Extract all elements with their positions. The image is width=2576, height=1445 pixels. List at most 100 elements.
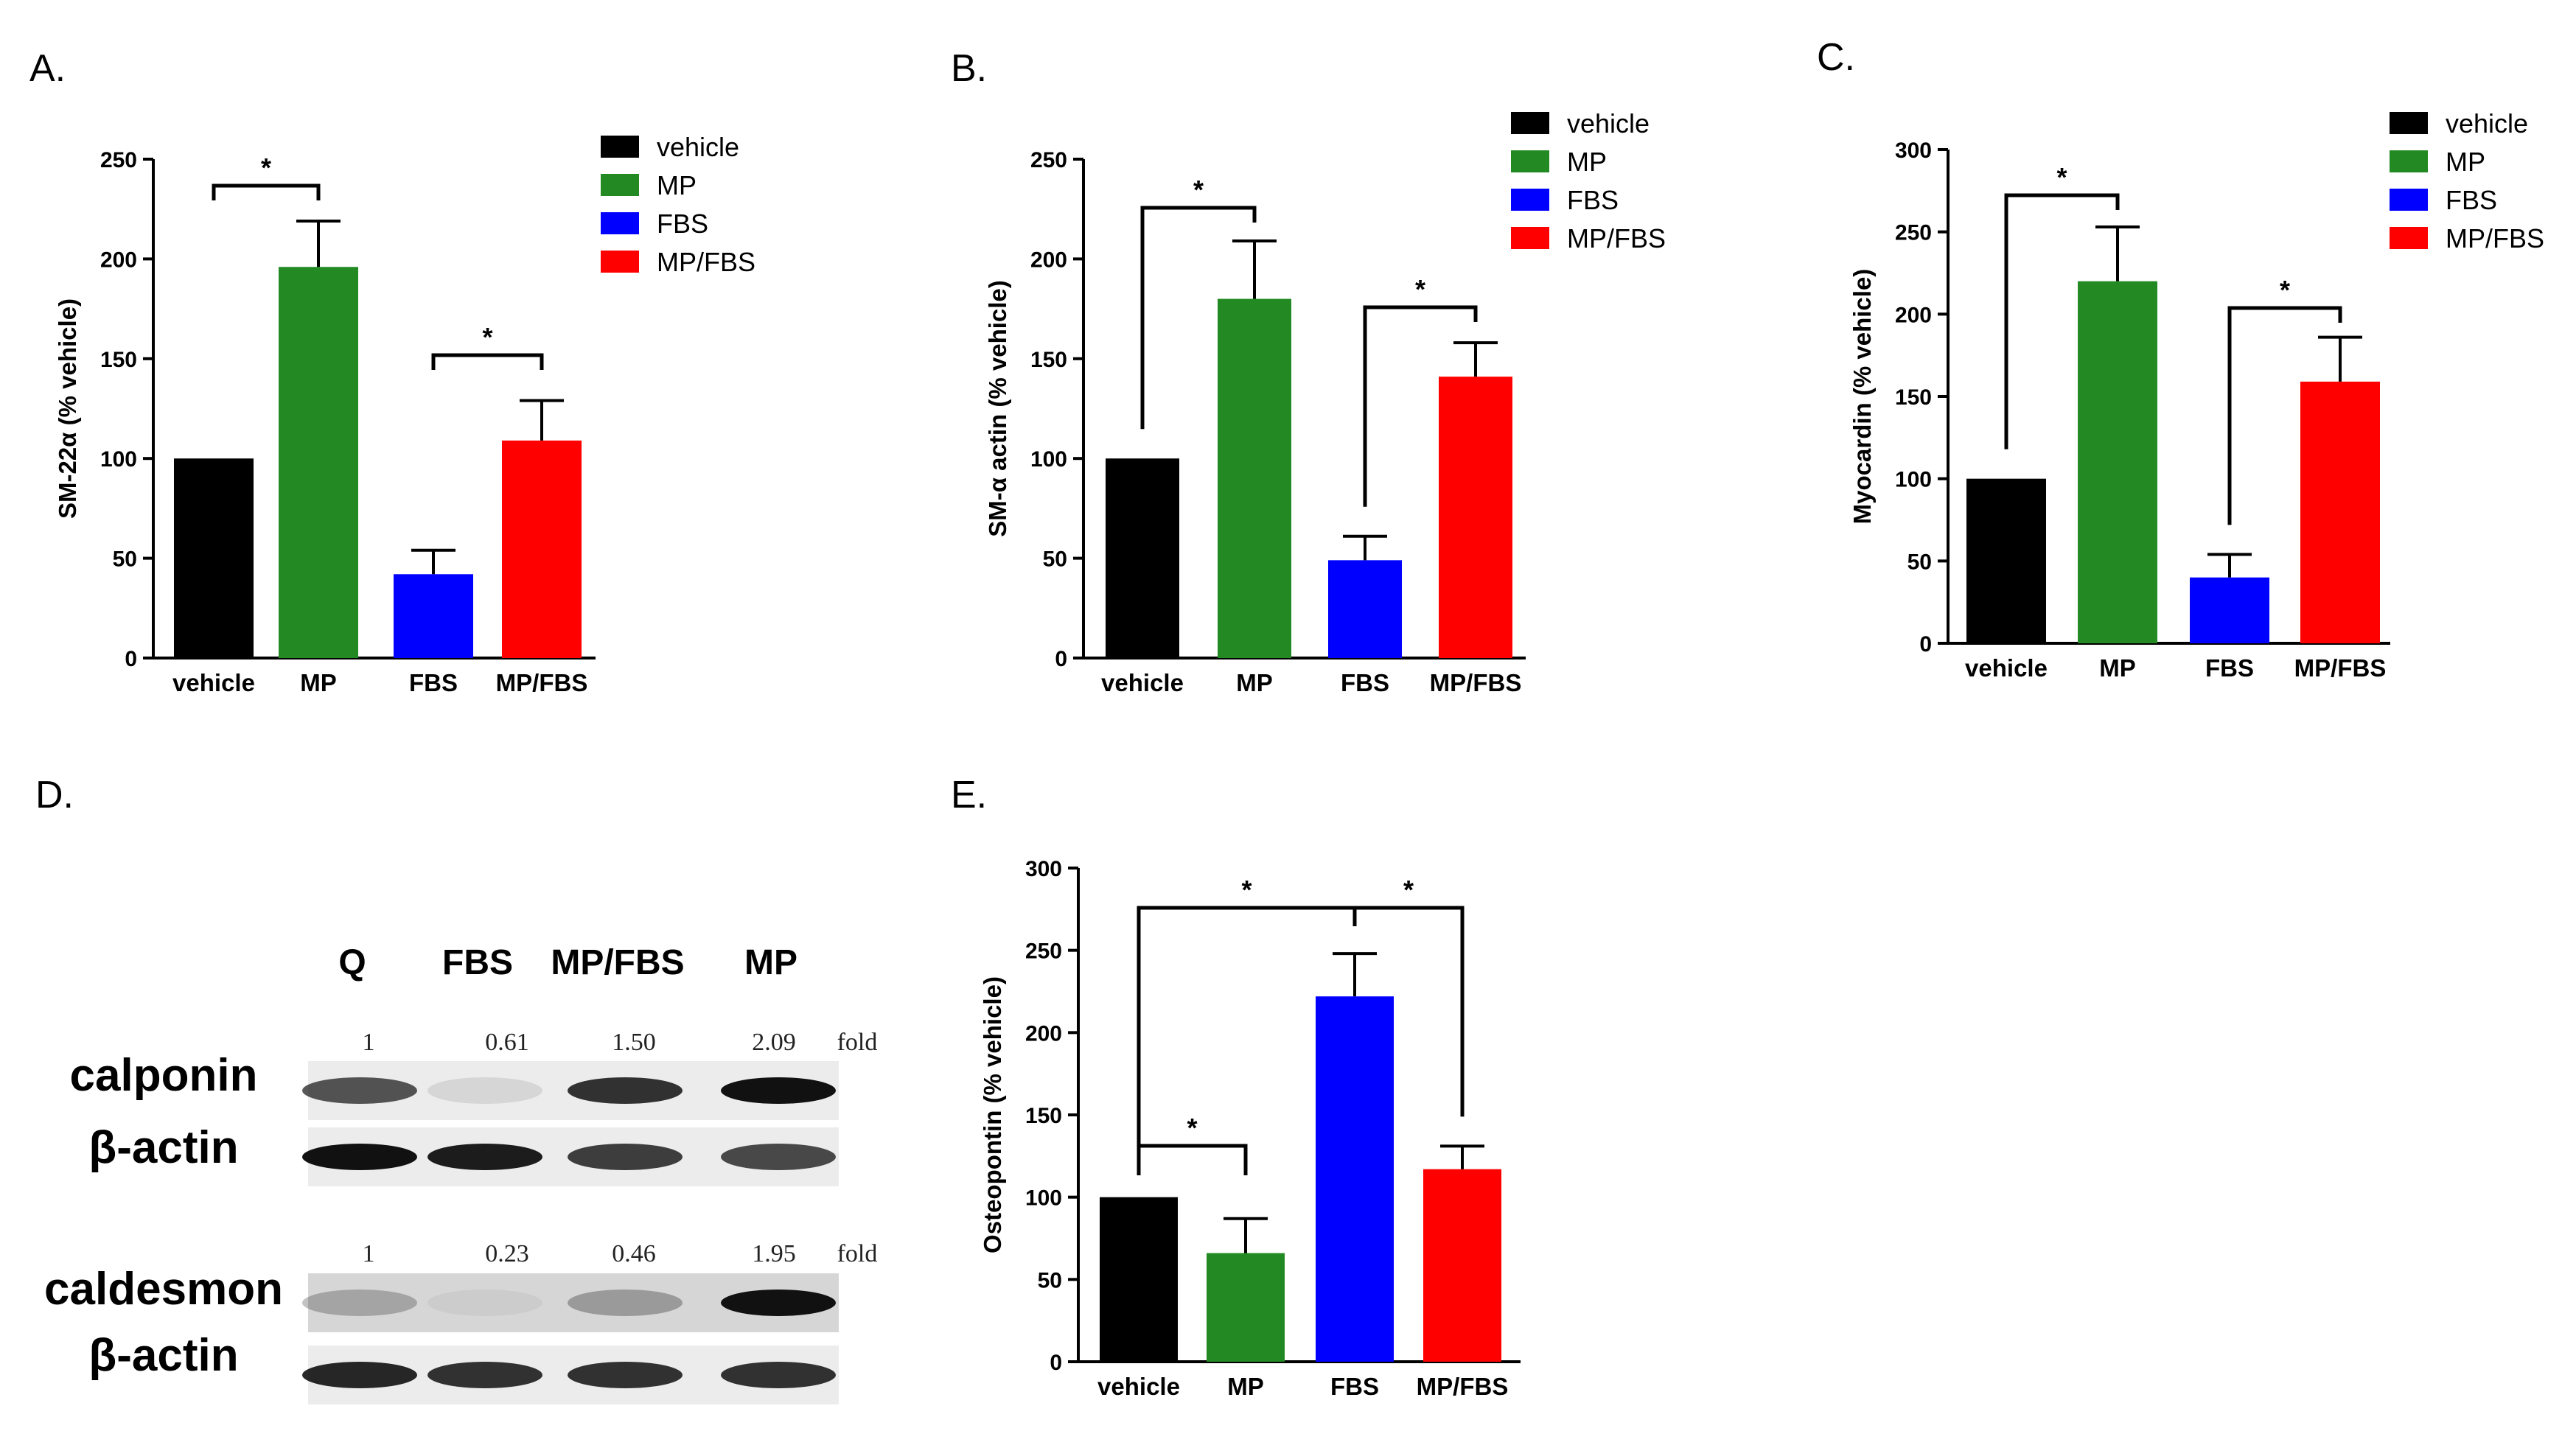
bar-chart-a: 0 50 100 150 200 250 SM-22α (% vehicle) vehicle… bbox=[54, 132, 755, 696]
blot-band bbox=[568, 1077, 683, 1104]
panel-label-a: A. bbox=[29, 47, 66, 90]
x-tick-label: MP bbox=[1227, 1373, 1264, 1400]
legend-label: MP/FBS bbox=[657, 247, 755, 277]
bar-chart-c: 0 50 100 150 200 250 300 Myocardin (% vehicle) v… bbox=[1849, 108, 2544, 682]
bar-mp bbox=[279, 267, 358, 658]
y-tick-label: 50 bbox=[1907, 550, 1932, 574]
legend-swatch bbox=[1511, 189, 1549, 211]
legend-swatch bbox=[2390, 227, 2428, 249]
panel-label-d: D. bbox=[35, 774, 74, 816]
blot-band bbox=[721, 1077, 836, 1104]
bar-fbs bbox=[394, 574, 473, 658]
legend-swatch bbox=[1511, 112, 1549, 134]
y-tick-label: 150 bbox=[1025, 1104, 1062, 1128]
y-tick-label: 100 bbox=[1030, 447, 1067, 472]
legend-label: MP bbox=[657, 170, 697, 200]
bar-fbs bbox=[2190, 577, 2269, 643]
x-tick-label: MP/FBS bbox=[2294, 654, 2387, 682]
fold-value: 1 bbox=[363, 1240, 375, 1267]
significance-star: * bbox=[1193, 175, 1204, 205]
y-tick-label: 250 bbox=[100, 148, 137, 172]
legend-swatch bbox=[1511, 150, 1549, 172]
y-tick-label: 250 bbox=[1030, 148, 1067, 172]
legend-swatch bbox=[601, 212, 639, 234]
legend-swatch bbox=[601, 174, 639, 196]
significance-star: * bbox=[1403, 875, 1414, 905]
y-axis-label: SM-α actin (% vehicle) bbox=[984, 280, 1011, 537]
y-tick-label: 250 bbox=[1025, 940, 1062, 964]
significance-bracket bbox=[212, 183, 321, 200]
fold-unit: fold bbox=[837, 1029, 878, 1056]
bar-mp-fbs bbox=[1439, 377, 1512, 658]
significance-bracket bbox=[1352, 906, 1465, 1117]
bar-mp-fbs bbox=[1423, 1169, 1501, 1362]
significance-star: * bbox=[261, 153, 271, 183]
fold-value: 0.46 bbox=[612, 1240, 656, 1267]
bar-mp-fbs bbox=[502, 440, 582, 658]
blot-lane-label: FBS bbox=[442, 943, 513, 982]
legend-swatch bbox=[601, 136, 639, 158]
y-tick-label: 200 bbox=[1030, 248, 1067, 272]
x-tick-label: vehicle bbox=[172, 669, 255, 696]
y-tick-label: 150 bbox=[1030, 348, 1067, 372]
x-tick-label: MP/FBS bbox=[1417, 1373, 1509, 1400]
bar-vehicle bbox=[174, 458, 254, 658]
blot-lane-label: MP/FBS bbox=[551, 943, 684, 982]
significance-bracket bbox=[1140, 206, 1257, 430]
x-tick-label: vehicle bbox=[1097, 1373, 1180, 1400]
legend-label: FBS bbox=[2446, 185, 2497, 215]
x-tick-label: vehicle bbox=[1101, 669, 1184, 696]
blot-lane-label: MP bbox=[744, 943, 797, 982]
y-tick-label: 200 bbox=[1895, 303, 1932, 327]
blot-band bbox=[427, 1362, 542, 1388]
significance-star: * bbox=[1187, 1113, 1197, 1143]
bar-chart-b: 0 50 100 150 200 250 SM-α actin (% vehicle) veh… bbox=[984, 108, 1666, 696]
fold-value: 0.61 bbox=[485, 1029, 529, 1056]
x-tick-label: MP bbox=[300, 669, 337, 696]
blot-lane-label: Q bbox=[338, 943, 366, 982]
y-tick-label: 100 bbox=[1025, 1186, 1062, 1211]
bar-mp bbox=[1218, 298, 1291, 658]
x-tick-label: FBS bbox=[2205, 654, 2254, 682]
western-blot-panel: Q FBS MP/FBS MP 1 0.61 1.50 2.09 fold calponin β-a… bbox=[44, 943, 877, 1404]
y-tick-label: 0 bbox=[1050, 1351, 1062, 1375]
y-tick-label: 150 bbox=[1895, 385, 1932, 410]
blot-band bbox=[568, 1144, 683, 1170]
significance-star: * bbox=[2056, 162, 2067, 192]
fold-value: 0.23 bbox=[485, 1240, 529, 1267]
x-tick-label: vehicle bbox=[1965, 654, 2048, 682]
bar-vehicle bbox=[1100, 1197, 1178, 1362]
significance-star: * bbox=[2280, 275, 2290, 305]
x-tick-label: MP/FBS bbox=[1430, 669, 1522, 696]
bar-vehicle bbox=[1106, 458, 1179, 658]
significance-bracket bbox=[431, 353, 544, 370]
blot-band bbox=[427, 1077, 542, 1104]
bar-fbs bbox=[1316, 996, 1394, 1362]
legend-swatch bbox=[2390, 112, 2428, 134]
y-tick-label: 250 bbox=[1895, 221, 1932, 245]
significance-star: * bbox=[1415, 274, 1425, 304]
blot-target-label: calponin bbox=[70, 1050, 258, 1101]
y-tick-label: 0 bbox=[1919, 632, 1932, 657]
legend-label: FBS bbox=[1567, 185, 1619, 215]
legend-label: MP/FBS bbox=[1567, 223, 1666, 253]
legend-label: FBS bbox=[657, 209, 708, 239]
significance-bracket bbox=[1363, 305, 1478, 507]
significance-bracket bbox=[2004, 193, 2120, 449]
y-tick-label: 300 bbox=[1895, 139, 1932, 163]
y-tick-label: 0 bbox=[125, 647, 137, 671]
legend-label: MP bbox=[2446, 147, 2485, 177]
y-tick-label: 300 bbox=[1025, 857, 1062, 881]
fold-value: 1.50 bbox=[612, 1029, 656, 1056]
blot-band bbox=[302, 1362, 417, 1388]
blot-band bbox=[721, 1362, 836, 1388]
bar-mp-fbs bbox=[2300, 381, 2380, 643]
blot-band bbox=[427, 1144, 542, 1170]
panel-label-c: C. bbox=[1817, 36, 1855, 79]
blot-band bbox=[568, 1362, 683, 1388]
y-axis-label: Myocardin (% vehicle) bbox=[1849, 269, 1876, 525]
x-tick-label: FBS bbox=[1330, 1373, 1379, 1400]
legend-swatch bbox=[2390, 189, 2428, 211]
blot-band bbox=[302, 1144, 417, 1170]
